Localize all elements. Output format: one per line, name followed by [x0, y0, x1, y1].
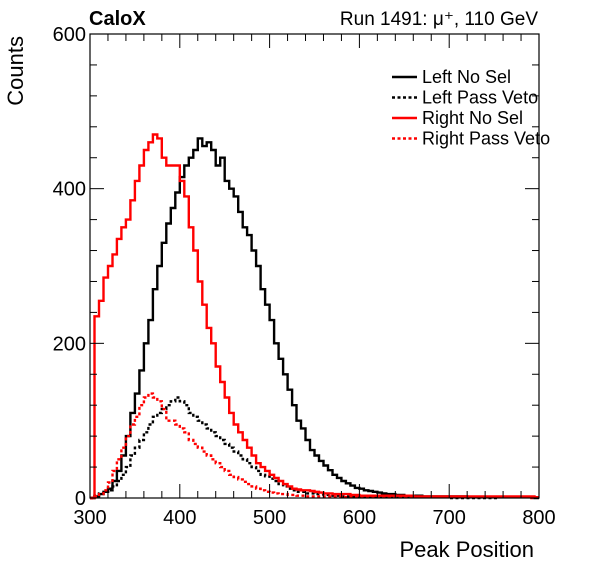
x-tick-label: 300 [73, 507, 106, 529]
series-left-no-sel [90, 137, 539, 500]
x-tick-label: 800 [522, 507, 555, 529]
y-tick-label: 200 [53, 333, 86, 355]
y-axis-label: Counts [3, 36, 28, 106]
legend-label-left-no-sel: Left No Sel [422, 67, 511, 87]
y-tick-label: 600 [53, 24, 86, 46]
series-left-pass-veto [90, 396, 499, 500]
axis-tick-labels: 300 400 500 600 700 800 0 200 400 600 [53, 24, 556, 529]
x-tick-label: 600 [343, 507, 376, 529]
x-tick-label: 700 [433, 507, 466, 529]
series-right-pass-veto [90, 392, 535, 500]
legend-label-right-pass-veto: Right Pass Veto [422, 129, 550, 149]
x-axis-label: Peak Position [399, 537, 534, 562]
run-info-label: Run 1491: μ⁺, 110 GeV [340, 9, 538, 30]
x-tick-label: 500 [253, 507, 286, 529]
series-right-no-sel [90, 133, 539, 500]
axis-ticks [89, 33, 540, 499]
plot-frame [89, 33, 540, 499]
y-tick-label: 400 [53, 179, 86, 201]
experiment-label: CaloX [89, 8, 146, 30]
series-curves [90, 133, 539, 500]
legend-label-left-pass-veto: Left Pass Veto [422, 88, 538, 108]
x-tick-label: 400 [163, 507, 196, 529]
legend-label-right-no-sel: Right No Sel [422, 108, 523, 128]
y-tick-label: 0 [75, 488, 86, 510]
